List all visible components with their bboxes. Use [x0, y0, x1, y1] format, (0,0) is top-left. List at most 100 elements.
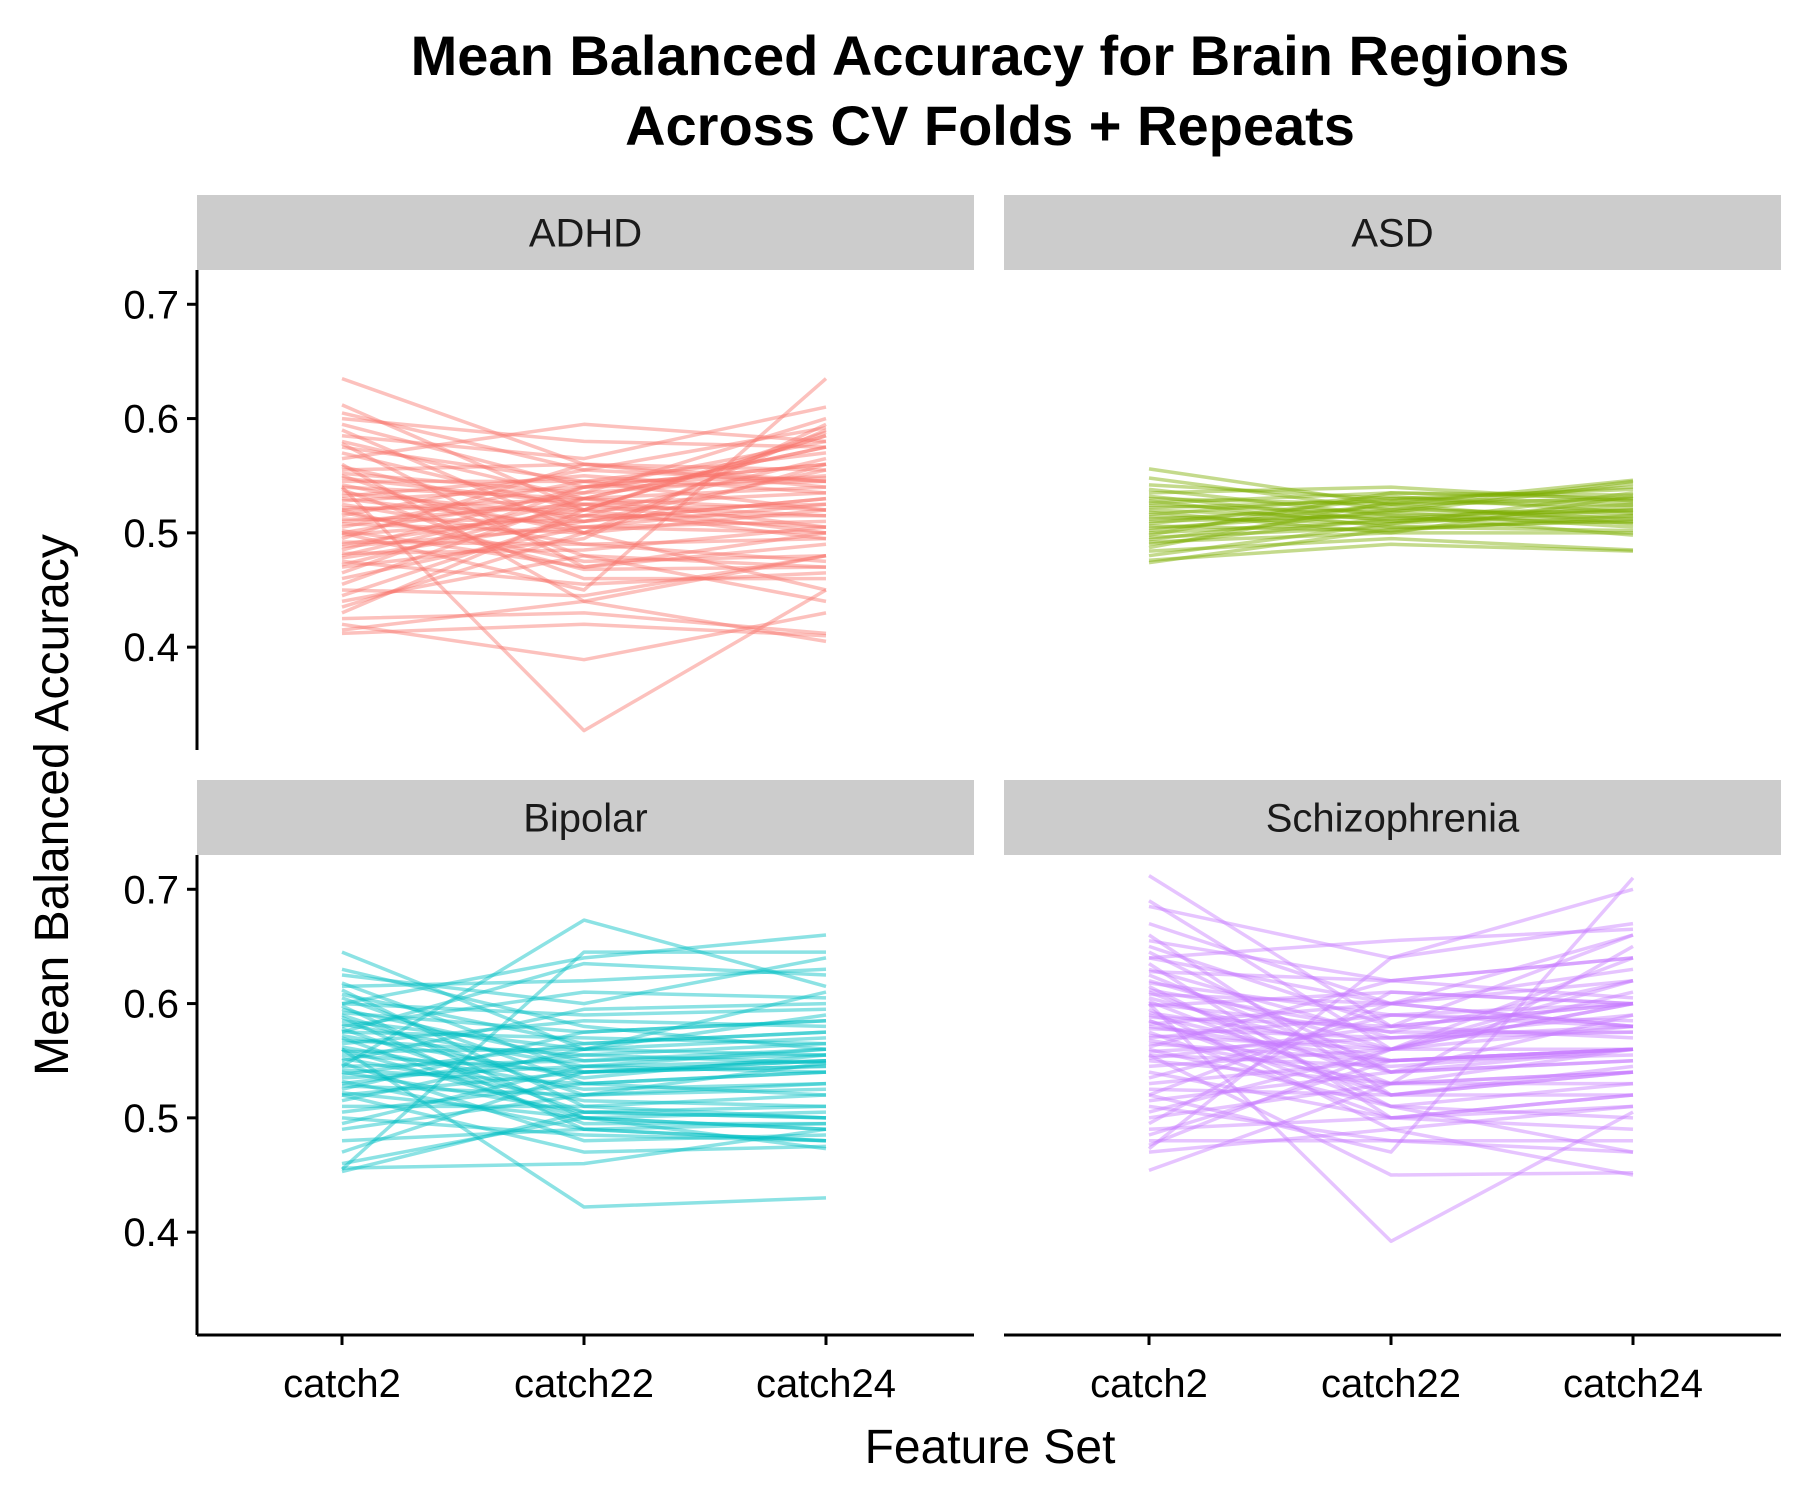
- series-line: [341, 531, 827, 609]
- series-line: [1148, 1058, 1634, 1103]
- series-line: [1148, 933, 1634, 1097]
- series-line: [341, 1053, 827, 1069]
- series-line: [1148, 1038, 1634, 1086]
- series-line: [1147, 1002, 1634, 1244]
- facet-asd: ASD: [1004, 195, 1781, 565]
- y-tick-label: 0.4: [123, 1211, 179, 1255]
- series-line: [341, 513, 826, 537]
- series-line: [341, 553, 827, 604]
- series-line: [341, 1061, 827, 1143]
- series-line: [1148, 1019, 1634, 1154]
- x-tick-label: catch2: [1090, 1362, 1208, 1406]
- series-line: [341, 1127, 827, 1170]
- series-line: [341, 428, 827, 535]
- series-line: [341, 491, 827, 567]
- series-line: [341, 442, 827, 569]
- series-line: [341, 428, 827, 535]
- series-line: [1148, 876, 1635, 1154]
- series-line: [341, 496, 827, 558]
- series-line: [1148, 1070, 1634, 1120]
- series-line: [1148, 513, 1634, 537]
- x-tick-label: catch24: [1563, 1362, 1703, 1406]
- series-line: [341, 502, 827, 581]
- series-line: [1148, 499, 1634, 529]
- series-line: [341, 1104, 827, 1174]
- series-line: [1147, 921, 1634, 1151]
- series-line: [1148, 1001, 1634, 1052]
- series-line: [341, 956, 827, 1006]
- facet-strip-adhd: [197, 195, 974, 270]
- series-line: [341, 434, 827, 512]
- series-line: [341, 528, 827, 569]
- series-line: [341, 434, 827, 547]
- series-line: [1148, 967, 1634, 1040]
- series-line: [1148, 508, 1634, 542]
- series-line: [341, 981, 827, 1074]
- series-line: [341, 1070, 827, 1120]
- series-line: [1148, 1015, 1634, 1040]
- series-line: [1148, 1058, 1633, 1086]
- series-line: [341, 468, 827, 518]
- series-line: [341, 933, 827, 1006]
- series-line: [341, 422, 827, 569]
- series-line: [1148, 979, 1634, 1069]
- series-lines-schizophrenia: [1147, 874, 1635, 1244]
- series-line: [341, 1116, 827, 1166]
- series-line: [341, 1010, 827, 1034]
- series-line: [341, 540, 827, 564]
- series-line: [341, 967, 827, 989]
- series-line: [1148, 494, 1634, 524]
- series-line: [1148, 973, 1634, 1074]
- facet-strip-schizophrenia: [1004, 780, 1781, 855]
- series-line: [1148, 478, 1634, 507]
- series-line: [341, 1001, 827, 1017]
- series-line: [341, 1058, 827, 1080]
- series-line: [340, 485, 827, 733]
- facet-schizophrenia: Schizophrenia catch2 catch22 catch24: [1004, 780, 1781, 1406]
- series-line: [1148, 1024, 1634, 1114]
- series-line: [1148, 496, 1634, 526]
- series-line: [1148, 1104, 1634, 1154]
- series-line: [341, 1004, 827, 1132]
- series-line: [341, 599, 827, 644]
- y-tick-label: 0.7: [123, 283, 179, 327]
- x-tick-label: catch2: [283, 1362, 401, 1406]
- series-line: [341, 559, 827, 587]
- series-line: [341, 502, 827, 547]
- series-line: [341, 445, 827, 484]
- series-line: [341, 487, 826, 581]
- series-line: [1148, 933, 1634, 1029]
- series-line: [1148, 491, 1634, 537]
- series-line: [341, 950, 827, 1052]
- series-line: [1148, 481, 1634, 531]
- series-line: [341, 474, 827, 569]
- facet-strip-bipolar: [197, 780, 974, 855]
- series-line: [1148, 517, 1634, 565]
- y-axis-title: Mean Balanced Accuracy: [26, 534, 79, 1076]
- series-line: [341, 525, 827, 556]
- series-line: [1148, 1127, 1634, 1177]
- series-line: [341, 462, 827, 604]
- series-line: [341, 1018, 827, 1092]
- series-line: [1148, 1047, 1634, 1086]
- series-line: [341, 468, 827, 560]
- y-tick-label: 0.7: [123, 868, 179, 912]
- series-line: [1148, 981, 1634, 1017]
- series-line: [341, 1068, 827, 1086]
- series-line: [341, 1018, 827, 1046]
- series-line: [341, 422, 827, 489]
- series-line: [341, 1045, 827, 1092]
- series-line: [341, 967, 827, 1052]
- series-line: [341, 462, 827, 552]
- series-line: [341, 1116, 827, 1143]
- facet-bipolar: Bipolar 0.4 0.5 0.6 0.7 catch2 catch22 catch24: [123, 780, 974, 1406]
- series-line: [1148, 483, 1634, 501]
- series-line: [1148, 956, 1634, 1049]
- series-line: [1148, 1047, 1634, 1120]
- series-line: [1148, 1030, 1634, 1120]
- series-line: [1148, 978, 1634, 1034]
- series-line: [1148, 494, 1634, 517]
- series-line: [1148, 988, 1633, 1034]
- series-line: [1148, 927, 1634, 960]
